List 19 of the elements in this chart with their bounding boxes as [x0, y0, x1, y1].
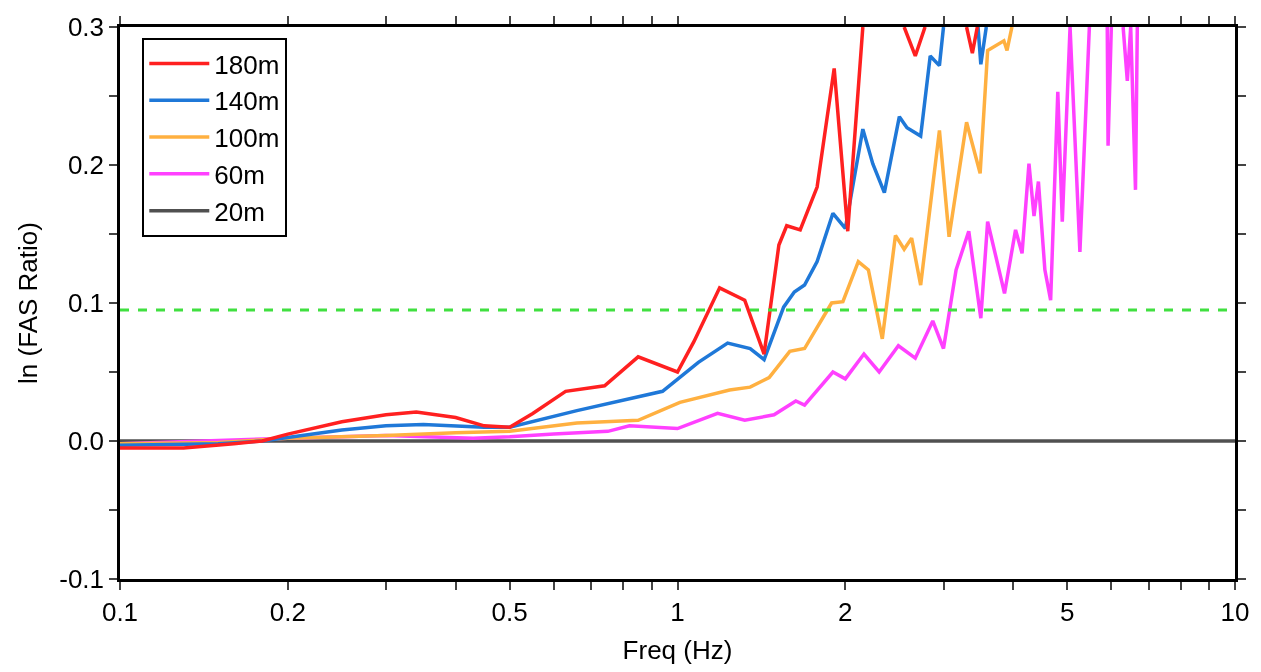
y-tick-label: -0.1 [59, 564, 105, 595]
x-tick-label: 0.1 [101, 596, 139, 627]
y-tick-label: 0.0 [67, 426, 105, 457]
y-tick-label: 0.3 [67, 12, 105, 43]
x-tick-label: 10 [1220, 596, 1250, 627]
y-axis-title: ln (FAS Ratio) [12, 222, 43, 384]
x-tick-label: 5 [1059, 596, 1075, 627]
legend-label: 140m [214, 86, 280, 117]
x-axis-title: Freq (Hz) [622, 634, 733, 665]
x-tick-label: 0.5 [491, 596, 528, 627]
y-tick-label: 0.2 [67, 150, 105, 181]
x-tick-label: 2 [838, 596, 853, 627]
y-tick-label: 0.1 [67, 288, 105, 319]
legend-label: 100m [214, 123, 280, 154]
legend-label: 20m [214, 196, 265, 227]
x-tick-label: 0.2 [269, 596, 306, 627]
legend-label: 60m [214, 159, 265, 190]
x-tick-label: 1 [670, 596, 685, 627]
legend-label: 180m [214, 49, 280, 80]
